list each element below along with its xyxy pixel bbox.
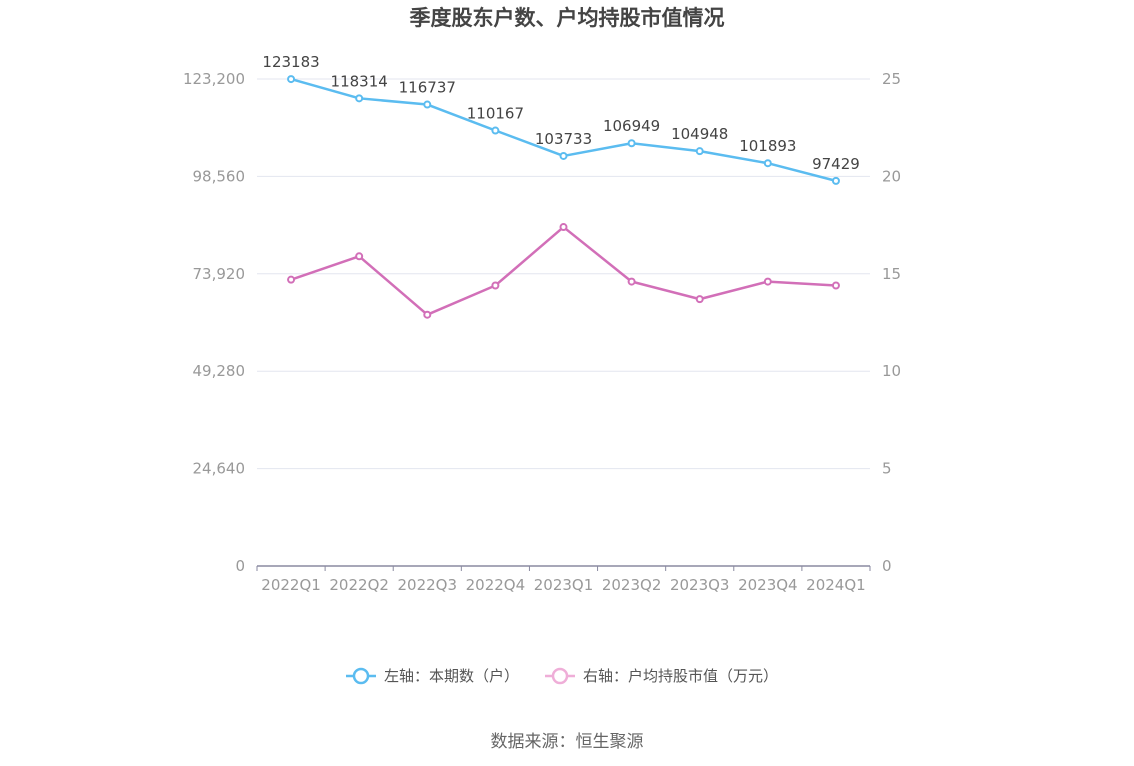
legend-marker bbox=[352, 667, 370, 685]
chart-title: 季度股东户数、户均持股市值情况 bbox=[410, 6, 725, 30]
data-point-right bbox=[695, 295, 704, 304]
x-tick-label: 2023Q2 bbox=[602, 576, 662, 594]
data-point-left bbox=[491, 126, 500, 135]
data-point-right bbox=[355, 252, 364, 261]
data-label: 104948 bbox=[671, 125, 728, 143]
data-label: 118314 bbox=[331, 72, 388, 90]
left-tick-label: 98,560 bbox=[193, 167, 246, 185]
x-tick-label: 2022Q3 bbox=[398, 576, 458, 594]
right-tick-label: 20 bbox=[882, 167, 901, 185]
legend: 左轴：本期数（户） 右轴：户均持股市值（万元） bbox=[346, 667, 778, 685]
legend-label: 右轴：户均持股市值（万元） bbox=[583, 667, 778, 685]
right-tick-label: 15 bbox=[882, 265, 901, 283]
data-label: 97429 bbox=[812, 155, 860, 173]
left-tick-label: 73,920 bbox=[193, 265, 246, 283]
data-point-right bbox=[831, 281, 840, 290]
x-tick-label: 2022Q1 bbox=[261, 576, 321, 594]
x-axis: 2022Q1 2022Q2 2022Q3 2022Q4 2023Q1 2023Q2 2023… bbox=[256, 565, 871, 594]
x-tick-label: 2022Q2 bbox=[329, 576, 389, 594]
data-point-right bbox=[559, 223, 568, 232]
source-text: 数据来源：恒生聚源 bbox=[491, 732, 644, 752]
data-label: 103733 bbox=[535, 130, 592, 148]
series-layer: 123183 118314 116737 110167 103733 106949 1049… bbox=[262, 53, 860, 319]
data-label: 101893 bbox=[739, 137, 796, 155]
data-point-right bbox=[491, 281, 500, 290]
right-tick-label: 10 bbox=[882, 362, 901, 380]
grid-lines bbox=[257, 78, 870, 470]
right-axis: 0 5 10 15 20 25 bbox=[882, 70, 901, 575]
data-point-left bbox=[423, 100, 432, 109]
data-label: 116737 bbox=[399, 79, 456, 97]
right-tick-label: 5 bbox=[882, 460, 892, 478]
x-tick-label: 2023Q1 bbox=[534, 576, 594, 594]
legend-label: 左轴：本期数（户） bbox=[384, 667, 519, 685]
data-point-left bbox=[355, 94, 364, 103]
data-point-left bbox=[831, 176, 840, 185]
series-line-right bbox=[290, 225, 837, 316]
left-axis: 0 24,640 49,280 73,920 98,560 123,200 bbox=[183, 70, 245, 575]
right-tick-label: 0 bbox=[882, 557, 892, 575]
data-point-left bbox=[627, 139, 636, 148]
x-tick-label: 2023Q3 bbox=[670, 576, 730, 594]
data-point-right bbox=[763, 277, 772, 286]
x-tick-label: 2022Q4 bbox=[466, 576, 526, 594]
data-point-right bbox=[423, 310, 432, 319]
data-point-left bbox=[287, 75, 296, 84]
x-tick-label: 2024Q1 bbox=[806, 576, 866, 594]
data-point-left bbox=[695, 147, 704, 156]
legend-marker bbox=[551, 667, 569, 685]
data-point-right bbox=[627, 277, 636, 286]
right-tick-label: 25 bbox=[882, 70, 901, 88]
data-point-right bbox=[287, 275, 296, 284]
left-tick-label: 24,640 bbox=[193, 460, 246, 478]
data-point-left bbox=[763, 159, 772, 168]
x-tick-label: 2023Q4 bbox=[738, 576, 798, 594]
data-label: 106949 bbox=[603, 117, 660, 135]
data-label: 123183 bbox=[262, 53, 319, 71]
left-tick-label: 0 bbox=[235, 557, 245, 575]
left-tick-label: 123,200 bbox=[183, 70, 245, 88]
left-tick-label: 49,280 bbox=[193, 362, 246, 380]
data-label: 110167 bbox=[467, 105, 524, 123]
data-point-left bbox=[559, 151, 568, 160]
